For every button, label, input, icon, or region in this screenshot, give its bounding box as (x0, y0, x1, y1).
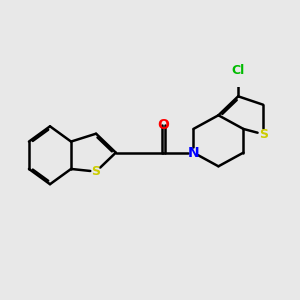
Text: N: N (188, 146, 199, 160)
Text: S: S (259, 128, 268, 141)
Text: S: S (92, 165, 100, 178)
Text: Cl: Cl (232, 64, 245, 77)
Text: O: O (157, 118, 169, 132)
